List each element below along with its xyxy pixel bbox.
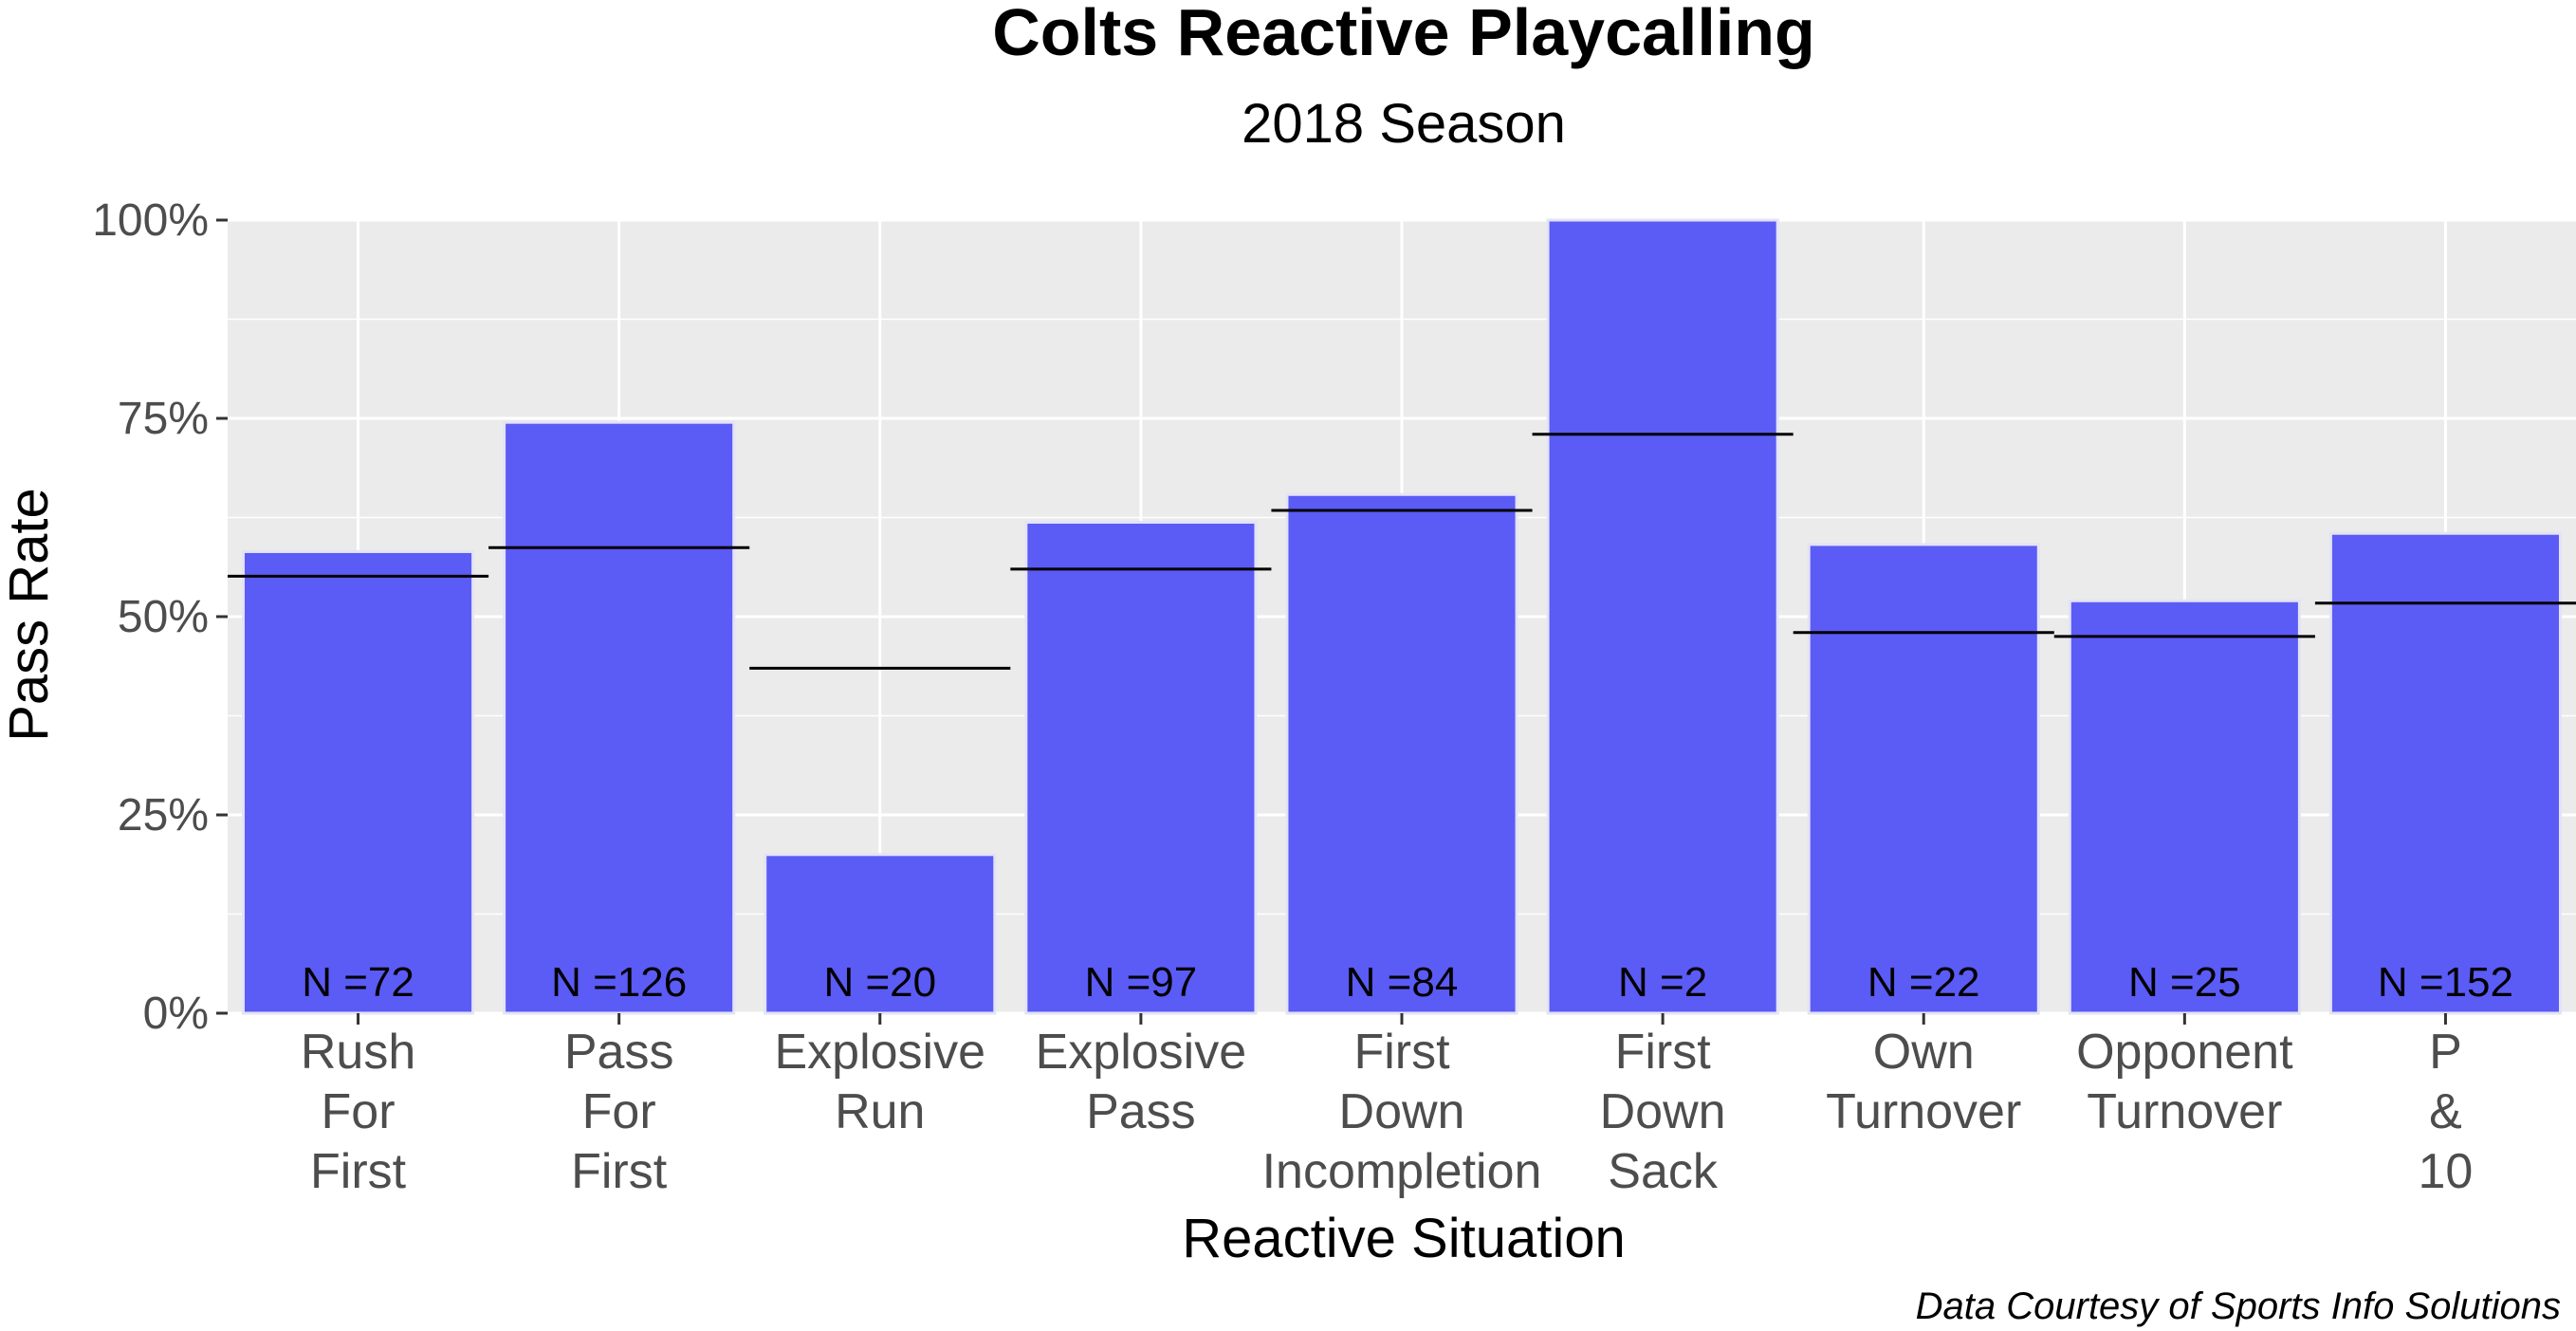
x-tick-label: First Down Sack <box>1600 1025 1726 1199</box>
x-tick-label-line: First <box>571 1144 668 1199</box>
x-tick-label-line: Explosive <box>774 1025 985 1080</box>
n-label: N =152 <box>2378 959 2513 1006</box>
chart-title: Colts Reactive Playcalling <box>992 0 1815 69</box>
y-tick-label: 0% <box>143 989 209 1039</box>
x-tick-label-line: Own <box>1873 1025 1975 1080</box>
x-tick-label-line: Explosive <box>1036 1025 1247 1080</box>
x-tick-label: Pass For First <box>564 1025 674 1199</box>
x-tick-label-line: Sack <box>1608 1144 1719 1199</box>
bar <box>503 420 736 1015</box>
n-label: N =97 <box>1085 959 1198 1006</box>
x-tick-label-line: For <box>322 1084 396 1139</box>
x-tick-label-line: Rush <box>301 1025 415 1080</box>
x-tick-label-line: Run <box>835 1084 925 1139</box>
bar <box>1024 521 1258 1015</box>
x-tick-label-line: First <box>1353 1025 1450 1080</box>
n-label: N =72 <box>302 959 414 1006</box>
x-tick-label-line: Opponent <box>2076 1025 2293 1080</box>
x-tick-label-line: Incompletion <box>1262 1144 1542 1199</box>
bar <box>2328 531 2562 1015</box>
bar <box>2068 599 2301 1015</box>
x-tick-label-line: First <box>1615 1025 1712 1080</box>
chart-subtitle: 2018 Season <box>1242 93 1566 155</box>
x-tick-label-line: For <box>582 1084 656 1139</box>
x-tick-label: Rush For First <box>301 1025 415 1199</box>
bar <box>242 549 475 1015</box>
x-axis-title: Reactive Situation <box>1182 1208 1625 1269</box>
n-label: N =20 <box>823 959 936 1006</box>
x-tick-label-line: Pass <box>564 1025 674 1080</box>
x-tick-label: Opponent Turnover <box>2076 1025 2293 1139</box>
x-tick-label: Explosive Run <box>774 1025 985 1139</box>
x-tick-label-line: Pass <box>1086 1084 1196 1139</box>
n-label: N =84 <box>1346 959 1459 1006</box>
x-tick-label-line: Down <box>1339 1084 1465 1139</box>
x-tick-label-line: & <box>2429 1084 2462 1139</box>
y-tick-label: 25% <box>118 790 209 841</box>
y-axis-title: Pass Rate <box>0 488 60 742</box>
y-tick-label: 100% <box>92 195 209 246</box>
x-tick-label: P & 10 <box>2419 1025 2474 1199</box>
bar <box>1285 492 1518 1015</box>
chart-caption: Data Courtesy of Sports Info Solutions <box>1916 1285 2561 1327</box>
x-tick-label: Explosive Pass <box>1036 1025 1247 1139</box>
n-label: N =25 <box>2128 959 2241 1006</box>
x-tick-label: First Down Incompletion <box>1262 1025 1542 1199</box>
n-label: N =2 <box>1618 959 1707 1006</box>
plot-area: N =72 N =126 N =20 N =97 N =84 N =2 N =22 N =25… <box>92 195 2576 1199</box>
bar <box>1546 218 1779 1015</box>
x-tick-label-line: First <box>310 1144 407 1199</box>
bar <box>1807 543 2040 1015</box>
y-tick-label: 50% <box>118 592 209 642</box>
n-label: N =126 <box>551 959 687 1006</box>
x-tick-label-line: Turnover <box>2087 1084 2282 1139</box>
x-tick-label: Own Turnover <box>1826 1025 2021 1139</box>
x-tick-label-line: 10 <box>2419 1144 2474 1199</box>
x-tick-label-line: P <box>2429 1025 2462 1080</box>
n-label: N =22 <box>1868 959 1980 1006</box>
y-tick-label: 75% <box>118 394 209 444</box>
x-tick-label-line: Turnover <box>1826 1084 2021 1139</box>
x-tick-label-line: Down <box>1600 1084 1726 1139</box>
bar <box>764 853 997 1015</box>
